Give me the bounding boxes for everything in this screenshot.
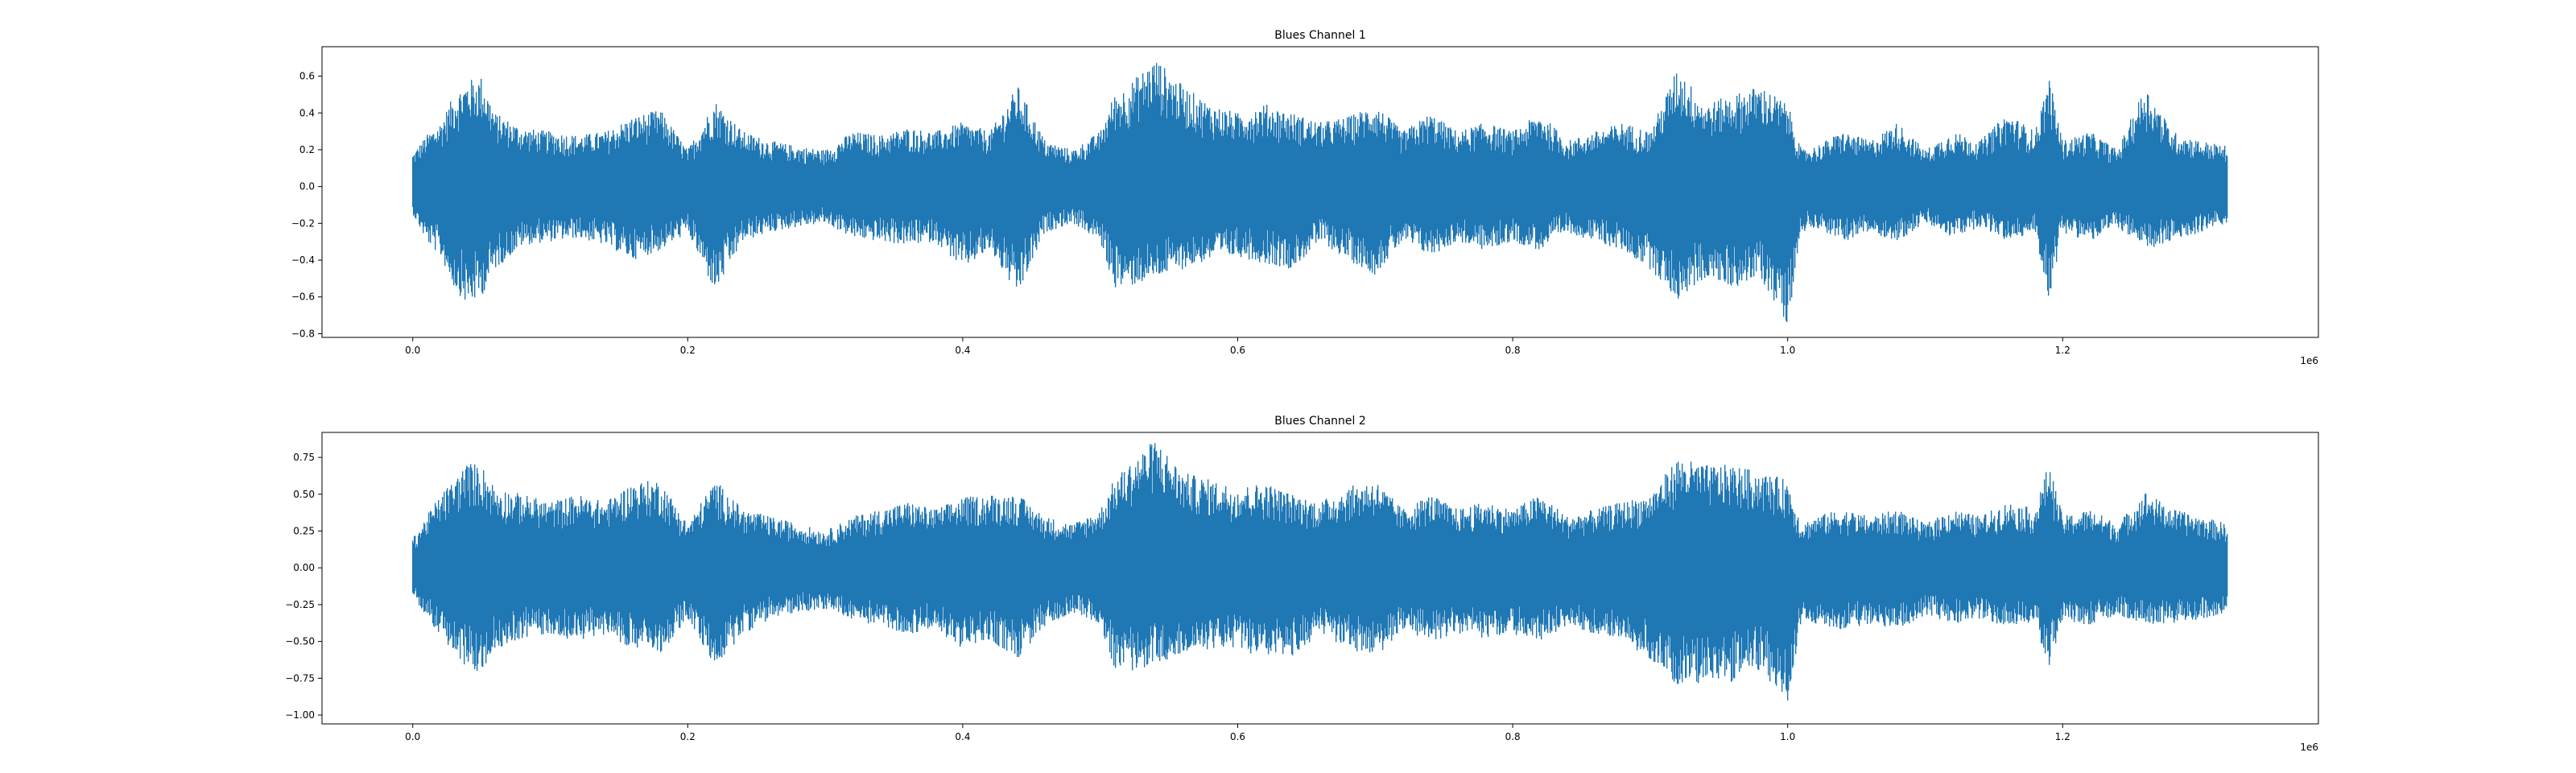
y-tick-label: −0.4 — [291, 254, 315, 266]
x-axis-offset-label: 1e6 — [2300, 355, 2318, 366]
y-tick-label: −1.00 — [285, 709, 315, 721]
x-tick-label: 1.0 — [1780, 731, 1795, 742]
y-tick-label: −0.6 — [291, 291, 315, 303]
x-tick-label: 0.2 — [680, 345, 696, 356]
chart-title: Blues Channel 1 — [1274, 29, 1366, 42]
axes-frame — [321, 432, 2319, 725]
x-tick-label: 1.0 — [1780, 345, 1795, 356]
axes-frame — [321, 46, 2319, 338]
y-tick-label: −0.50 — [285, 636, 315, 647]
x-tick-label: 0.8 — [1505, 731, 1521, 742]
y-tick-label: 0.2 — [299, 144, 315, 155]
x-tick-label: 0.0 — [405, 345, 420, 356]
y-tick-label: −0.2 — [291, 217, 315, 229]
y-tick-label: −0.75 — [285, 672, 315, 684]
waveform-series-line — [412, 443, 2228, 701]
channel-1-chart: Blues Channel 1 0.0 0.2 0.4 0.6 0.8 1.0 1.2 −0.8… — [291, 29, 2319, 366]
x-tick-label: 0.6 — [1230, 345, 1245, 356]
y-tick-label: 0.50 — [293, 489, 315, 500]
x-tick-label: 0.4 — [955, 345, 970, 356]
y-tick-label: 0.00 — [293, 562, 315, 573]
x-tick-label: 1.2 — [2055, 731, 2070, 742]
x-tick-label: 1.2 — [2055, 345, 2070, 356]
y-tick-label: 0.4 — [299, 107, 315, 118]
x-tick-label: 0.6 — [1230, 731, 1245, 742]
channel-2-chart: Blues Channel 2 0.0 0.2 0.4 0.6 0.8 1.0 1.2 −1.0… — [285, 415, 2319, 753]
x-tick-label: 0.2 — [680, 731, 696, 742]
y-tick-label: 0.25 — [293, 525, 315, 536]
y-tick-label: 0.6 — [299, 71, 315, 82]
x-tick-label: 0.4 — [955, 731, 970, 742]
y-tick-label: −0.8 — [291, 328, 315, 339]
y-tick-label: 0.0 — [299, 181, 315, 192]
x-tick-label: 0.0 — [405, 731, 420, 742]
y-tick-label: 0.75 — [293, 452, 315, 463]
waveform-series-line — [412, 63, 2228, 322]
y-tick-label: −0.25 — [285, 599, 315, 610]
chart-title: Blues Channel 2 — [1274, 415, 1366, 428]
x-axis-offset-label: 1e6 — [2300, 742, 2318, 753]
x-tick-label: 0.8 — [1505, 345, 1521, 356]
